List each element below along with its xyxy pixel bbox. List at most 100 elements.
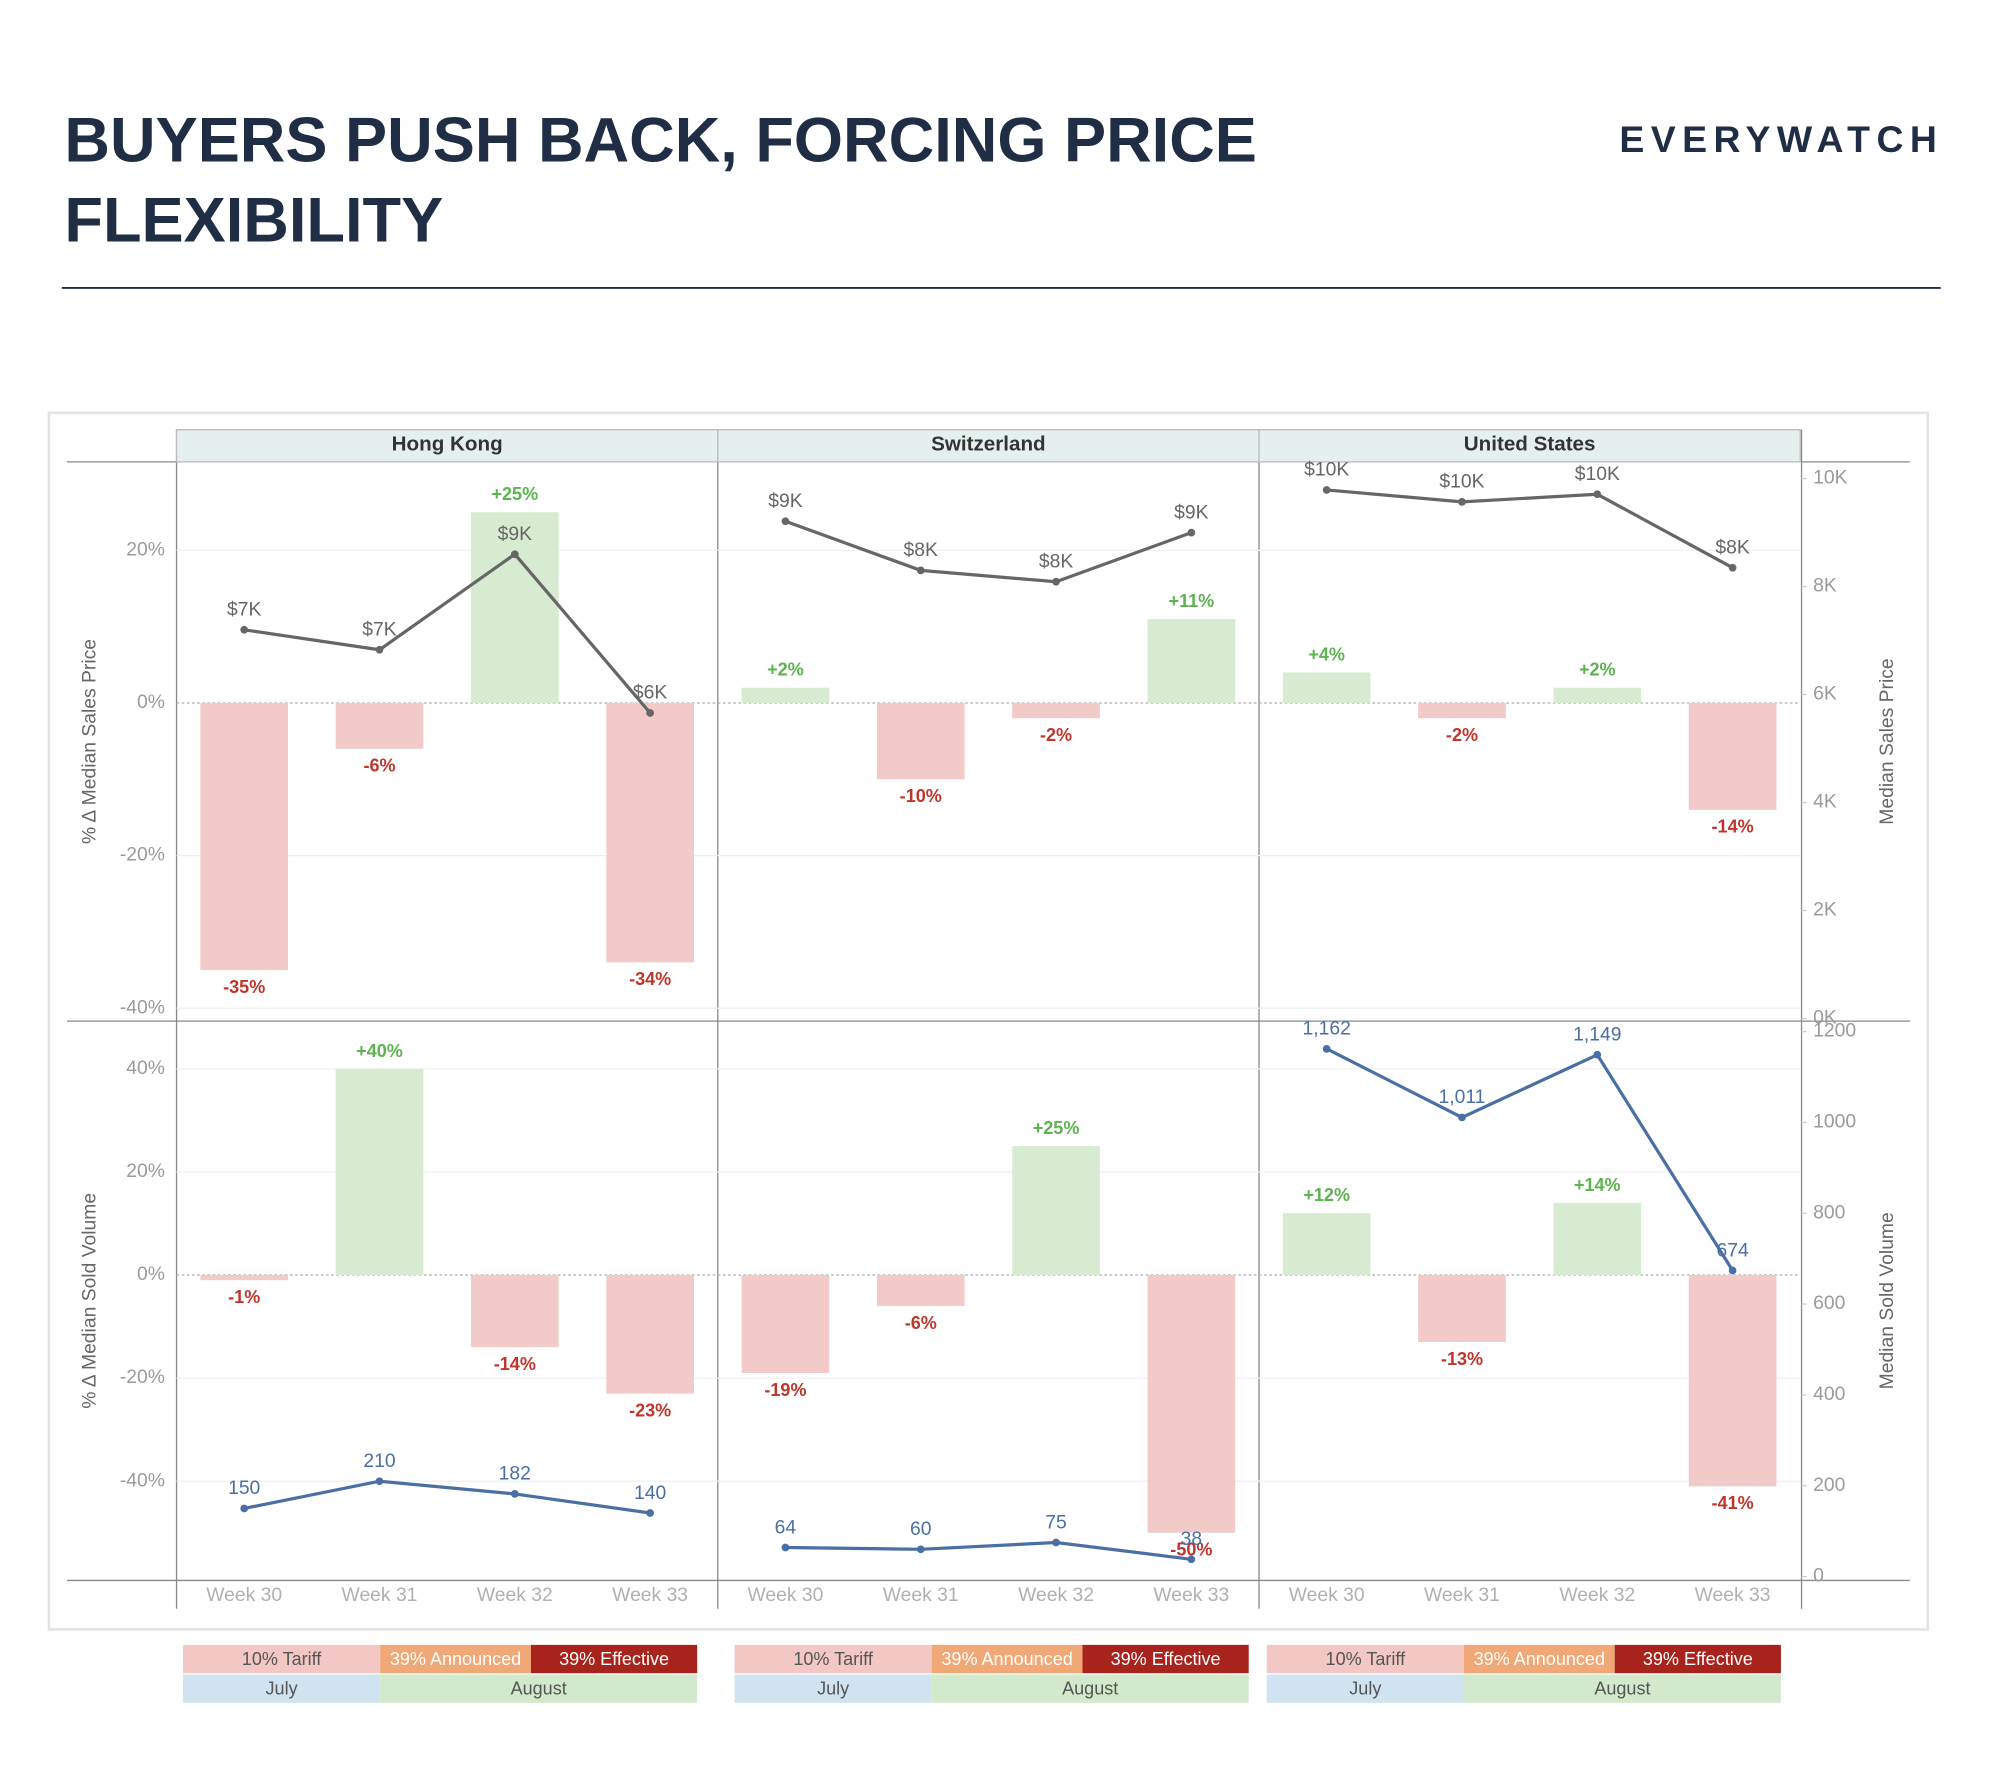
bar-label: +11% [1169,591,1215,611]
y-tick-label: -20% [120,845,165,866]
month-label: July [266,1679,298,1699]
y-tick-label: 20% [126,539,165,560]
line-point [1593,490,1602,499]
bar [1012,1146,1100,1276]
line-point [646,1509,654,1517]
bar-label: +2% [1579,660,1616,680]
y2-axis-title: Median Sales Price [1877,658,1898,824]
bar-label: -13% [1441,1349,1483,1369]
bar [1418,702,1506,719]
bar [471,512,559,703]
bar-label: -10% [900,786,942,806]
y-tick-label: 20% [126,1161,165,1182]
x-tick-label: Week 31 [883,1585,959,1606]
title-line: BUYERS PUSH BACK, FORCING PRICE [64,106,1256,176]
y2-axis-title: Median Sold Volume [1877,1212,1898,1389]
line-label: 64 [775,1517,797,1538]
line-point [1728,1266,1737,1275]
bar [1147,619,1236,703]
bar [335,1068,424,1276]
y-tick-label: -40% [120,997,165,1018]
bar [1012,702,1100,719]
bar [1147,1275,1236,1533]
y2-tick-label: 1200 [1813,1021,1856,1042]
line-label: 674 [1716,1240,1748,1261]
month-band [1463,1674,1781,1703]
bar [606,702,694,963]
y-tick-label: 0% [137,1264,165,1285]
facet-strip [175,429,719,463]
phase-band [530,1644,698,1674]
bar-label: -35% [223,977,265,997]
line-label: $10K [1575,464,1620,485]
bar [200,702,289,971]
phase-band [380,1644,531,1674]
y2-tick-label: 1000 [1813,1112,1856,1133]
x-tick-label: Week 32 [477,1585,553,1606]
y2-tick-label: 10K [1813,468,1847,489]
bar [1282,1213,1371,1276]
line-point [1458,1113,1466,1122]
line [1326,488,1734,570]
line-label: $9K [498,524,532,545]
line [1325,1047,1734,1272]
bar-label: -6% [363,756,395,776]
line-label: 60 [910,1519,931,1540]
bar-label: +25% [492,484,539,504]
bar [741,1275,830,1373]
line-point [1052,1538,1060,1547]
bar [1553,1202,1642,1276]
month-label: August [1062,1679,1118,1699]
facet-strip [1258,429,1801,463]
bar [1418,1275,1506,1343]
y-tick-label: -40% [120,1470,165,1491]
line-point [1187,1555,1196,1564]
y2-tick-label: 0K [1813,1008,1837,1029]
phase-label: 10% Tariff [793,1649,874,1669]
x-tick-label: Week 31 [1424,1585,1500,1606]
x-tick-label: Week 33 [1695,1585,1771,1606]
phase-label: 39% Effective [1111,1649,1221,1669]
phase-label: 39% Announced [390,1649,521,1669]
bar-label: -2% [1446,725,1478,745]
y2-tick-label: 4K [1813,792,1837,813]
brand: EVERYWATCH [1619,118,1943,160]
line-label: 150 [228,1478,260,1499]
line-label: $10K [1439,472,1484,493]
line-label: $10K [1304,460,1349,481]
facet-label: Hong Kong [392,433,503,456]
line-point [1728,563,1737,572]
bar-label: +12% [1303,1185,1350,1205]
bar [1553,687,1642,703]
y2-tick-label: 200 [1813,1475,1845,1496]
month-label: July [817,1679,849,1699]
phase-band [182,1644,381,1674]
phase-band [734,1644,932,1674]
line-label: 1,011 [1439,1087,1486,1108]
month-band [734,1674,932,1703]
bar-label: -14% [494,1354,536,1374]
bar-label: +14% [1574,1175,1621,1195]
line-label: 140 [634,1483,666,1504]
x-tick-label: Week 30 [748,1585,824,1606]
bar-label: -14% [1712,817,1754,837]
y2-tick-label: 8K [1813,576,1837,597]
x-tick-label: Week 32 [1559,1585,1635,1606]
line-point [1458,497,1466,506]
x-tick-label: Week 30 [206,1585,282,1606]
line-label: $7K [227,600,261,621]
month-band [931,1674,1249,1703]
month-label: August [511,1679,567,1699]
y2-tick-label: 6K [1813,684,1837,705]
x-tick-label: Week 31 [342,1585,418,1606]
line-point [510,550,519,559]
line-label: $8K [904,540,938,561]
phase-label: 39% Effective [1643,1649,1753,1669]
line [243,552,652,714]
phase-label: 39% Announced [1474,1649,1605,1669]
line [243,1479,651,1515]
y2-tick-label: 600 [1813,1293,1845,1314]
y-axis-title: % Δ Median Sales Price [79,639,100,844]
month-label: July [1349,1679,1381,1699]
